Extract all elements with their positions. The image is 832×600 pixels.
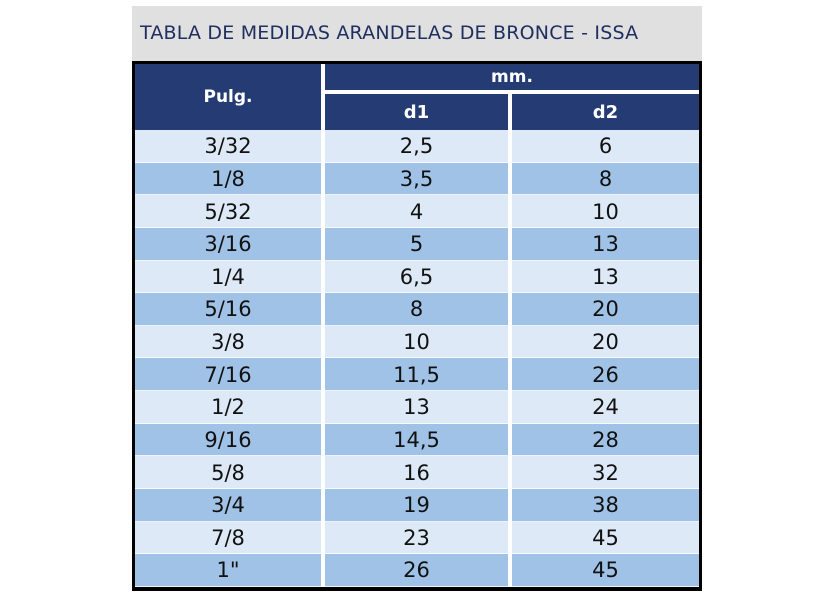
cell-pulg: 9/16 bbox=[135, 423, 325, 457]
cell-d1: 4 bbox=[325, 195, 512, 228]
cell-d1: 5 bbox=[325, 227, 512, 261]
cell-d2: 38 bbox=[592, 493, 619, 518]
cell-pulg: 3/32 bbox=[135, 130, 325, 163]
cell-pulg: 1/4 bbox=[135, 260, 325, 294]
cell-d1: 19 bbox=[325, 488, 512, 522]
cell-pulg: 5/8 bbox=[135, 456, 325, 489]
cell-d1: 6,5 bbox=[325, 260, 512, 294]
table-row: 1/8 3,5 8 bbox=[135, 162, 699, 196]
measurements-table: Pulg. mm. d1 d2 3/32 2,5 6 1/8 3,5 8 5/32 4 10 3/… bbox=[132, 61, 702, 591]
header-d2: d2 bbox=[592, 101, 619, 123]
cell-pulg: 3/8 bbox=[135, 325, 325, 359]
cell-d1: 8 bbox=[325, 293, 512, 326]
cell-d1: 11,5 bbox=[325, 358, 512, 391]
table-row: 7/16 11,5 26 bbox=[135, 358, 699, 391]
cell-d2: 8 bbox=[598, 166, 613, 191]
header-pulg: Pulg. bbox=[203, 87, 253, 107]
cell-pulg: 3/4 bbox=[135, 488, 325, 522]
table-header: Pulg. mm. d1 d2 bbox=[135, 64, 699, 130]
table-row: 3/32 2,5 6 bbox=[135, 130, 699, 163]
cell-d2: 28 bbox=[592, 427, 619, 452]
table-row: 5/32 4 10 bbox=[135, 195, 699, 228]
cell-pulg: 7/8 bbox=[135, 521, 325, 555]
cell-d2: 45 bbox=[592, 525, 619, 550]
table-row: 1/2 13 24 bbox=[135, 391, 699, 424]
cell-d2: 10 bbox=[592, 199, 619, 224]
title-bar: TABLA DE MEDIDAS ARANDELAS DE BRONCE - I… bbox=[132, 6, 702, 61]
header-divider bbox=[508, 94, 512, 130]
cell-d2: 24 bbox=[592, 395, 619, 420]
header-divider bbox=[321, 64, 325, 130]
cell-pulg: 1/2 bbox=[135, 391, 325, 424]
table-row: 3/4 19 38 bbox=[135, 488, 699, 522]
table-row: 3/16 5 13 bbox=[135, 227, 699, 261]
cell-d2: 6 bbox=[598, 134, 613, 159]
cell-d2: 13 bbox=[592, 264, 619, 289]
table-row: 1/4 6,5 13 bbox=[135, 260, 699, 294]
cell-pulg: 5/16 bbox=[135, 293, 325, 326]
cell-d1: 13 bbox=[325, 391, 512, 424]
table-body: 3/32 2,5 6 1/8 3,5 8 5/32 4 10 3/16 5 13 1/4 6,5 13 5/1… bbox=[135, 130, 699, 587]
cell-d2: 45 bbox=[592, 558, 619, 583]
cell-d2: 20 bbox=[592, 297, 619, 322]
cell-d2: 13 bbox=[592, 232, 619, 257]
header-d1: d1 bbox=[403, 101, 430, 123]
cell-d1: 3,5 bbox=[325, 162, 512, 196]
cell-pulg: 7/16 bbox=[135, 358, 325, 391]
table-row: 7/8 23 45 bbox=[135, 521, 699, 555]
cell-pulg: 1/8 bbox=[135, 162, 325, 196]
cell-pulg: 5/32 bbox=[135, 195, 325, 228]
header-mm: mm. bbox=[491, 67, 533, 87]
cell-d2: 26 bbox=[592, 362, 619, 387]
cell-d2: 32 bbox=[592, 460, 619, 485]
cell-d1: 16 bbox=[325, 456, 512, 489]
page-title: TABLA DE MEDIDAS ARANDELAS DE BRONCE - I… bbox=[140, 22, 639, 44]
cell-d1: 10 bbox=[325, 325, 512, 359]
cell-d1: 14,5 bbox=[325, 423, 512, 457]
table-row: 9/16 14,5 28 bbox=[135, 423, 699, 457]
table-row: 5/8 16 32 bbox=[135, 456, 699, 489]
cell-pulg: 1" bbox=[135, 554, 325, 587]
cell-d2: 20 bbox=[592, 330, 619, 355]
header-divider bbox=[325, 90, 699, 94]
cell-pulg: 3/16 bbox=[135, 227, 325, 261]
table-row: 5/16 8 20 bbox=[135, 293, 699, 326]
table-row: 1" 26 45 bbox=[135, 554, 699, 587]
cell-d1: 2,5 bbox=[325, 130, 512, 163]
cell-d1: 26 bbox=[325, 554, 512, 587]
cell-d1: 23 bbox=[325, 521, 512, 555]
table-row: 3/8 10 20 bbox=[135, 325, 699, 359]
